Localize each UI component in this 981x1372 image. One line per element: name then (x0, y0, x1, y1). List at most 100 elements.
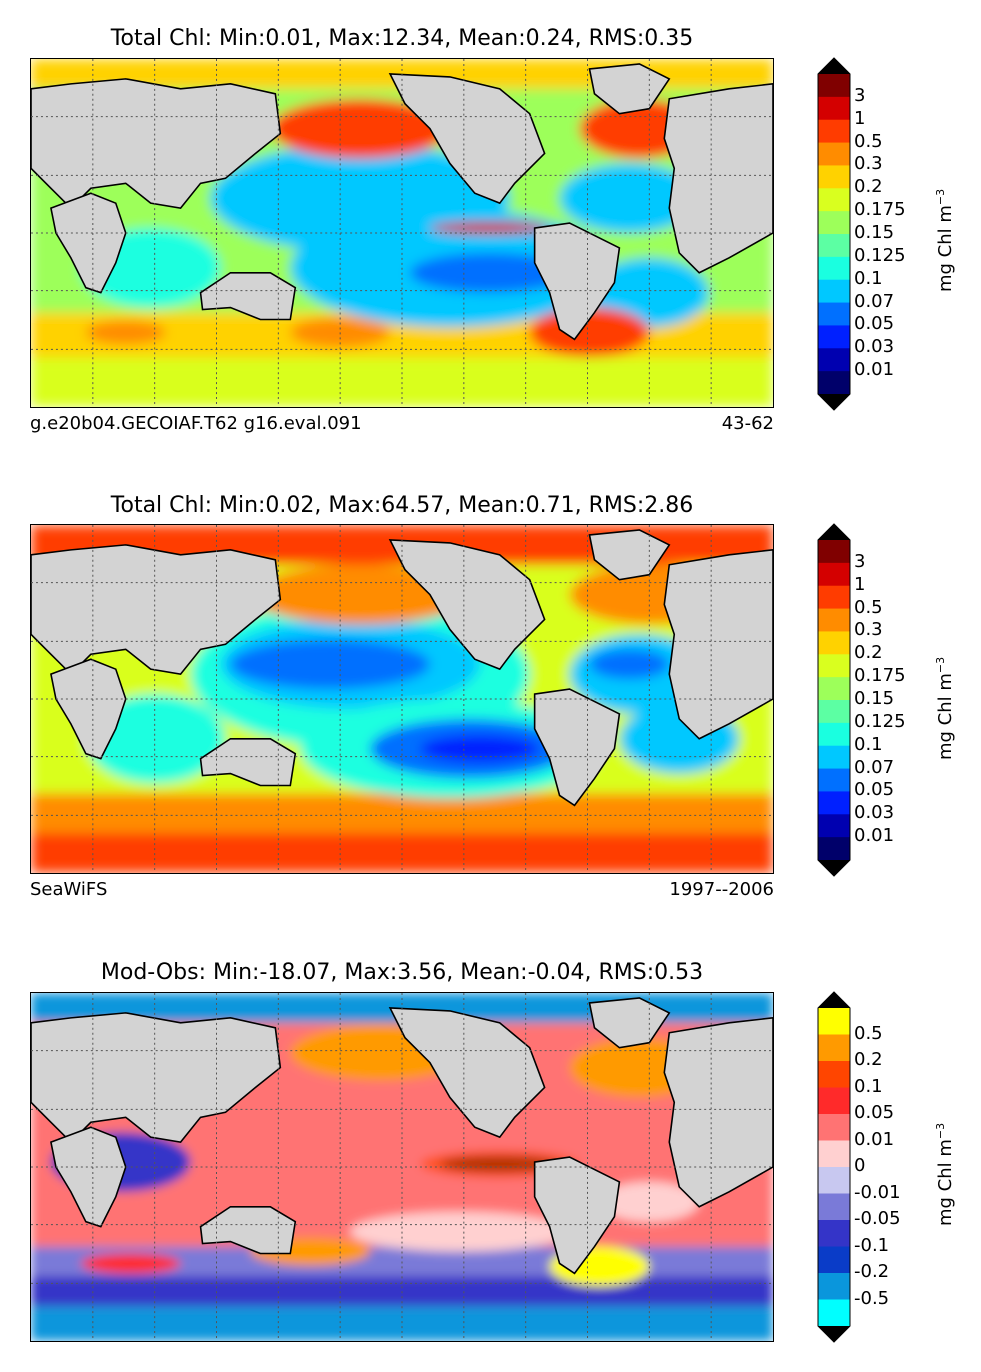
colorbar-segment (818, 791, 850, 815)
lat-lon-grid (31, 525, 773, 873)
colorbar-tick-label: -0.5 (854, 1287, 890, 1309)
colorbar-tick-label: 0.01 (854, 825, 895, 847)
colorbar-segment (818, 348, 850, 372)
colorbar-segment (818, 1273, 850, 1300)
colorbar-tick-label: 0.175 (854, 665, 906, 687)
colorbar-tick-label: 0.3 (854, 619, 883, 641)
colorbar-tick-label: 0.1 (854, 267, 883, 289)
colorbar-extend-bottom (818, 860, 850, 876)
colorbar-segment (818, 814, 850, 838)
colorbar-segment (818, 119, 850, 144)
panel-2-title: Total Chl: Min:0.02, Max:64.57, Mean:0.7… (110, 493, 694, 518)
colorbar-segment (818, 631, 850, 655)
panel-3-title: Mod-Obs: Min:-18.07, Max:3.56, Mean:-0.0… (100, 960, 704, 985)
colorbar-tick-label: 0.05 (854, 779, 895, 801)
colorbar-segment (818, 562, 850, 587)
colorbar-tick-label: 1 (854, 107, 866, 129)
colorbar-segment (818, 700, 850, 724)
colorbar-segment (818, 722, 850, 747)
panel-3-map (30, 992, 774, 1342)
colorbar-segment (818, 540, 850, 564)
colorbar-segment (818, 1140, 850, 1168)
colorbar-tick-label: 0.01 (854, 1128, 895, 1150)
colorbar-tick-label: 0.125 (854, 710, 906, 732)
colorbar-tick-label: 0.175 (854, 199, 906, 221)
panel-1-caption-left: g.e20b04.GECOIAF.T62 g16.eval.091 (30, 413, 362, 434)
colorbar-tick-label: -0.05 (854, 1208, 901, 1229)
colorbar-tick-label: 0.2 (854, 176, 883, 198)
colorbar-tick-label: -0.01 (854, 1181, 901, 1203)
colorbar-tick-label: 3 (854, 84, 866, 106)
panel-2-map (30, 524, 774, 874)
colorbar-tick-label: 3 (854, 550, 866, 572)
panel-1-colorbar (817, 57, 851, 411)
colorbar-segment (818, 768, 850, 792)
colorbar-segment (818, 745, 850, 770)
colorbar-segment (818, 1008, 850, 1035)
colorbar-tick-label: 0.03 (854, 336, 895, 358)
colorbar-segment (818, 1061, 850, 1088)
colorbar-segment (818, 371, 850, 395)
colorbar-segment (818, 677, 850, 701)
colorbar-segment (818, 211, 850, 235)
panel-1-title: Total Chl: Min:0.01, Max:12.34, Mean:0.2… (110, 26, 694, 51)
colorbar-segment (818, 1193, 850, 1221)
colorbar-segment (818, 837, 850, 861)
colorbar-tick-label: 0.15 (854, 688, 895, 709)
colorbar-segment (818, 1246, 850, 1274)
colorbar-graphic (817, 991, 851, 1343)
colorbar-tick-label: 0.07 (854, 756, 895, 778)
colorbar-segment (818, 1034, 850, 1062)
lat-lon-grid (31, 59, 773, 407)
colorbar-segment (818, 234, 850, 258)
panel-2-caption-right: 1997--2006 (669, 879, 774, 900)
colorbar-segment (818, 325, 850, 349)
colorbar-extend-top (818, 992, 850, 1008)
colorbar-tick-label: 0.125 (854, 244, 906, 266)
colorbar-outline (817, 523, 851, 877)
colorbar-graphic (817, 57, 851, 411)
colorbar-tick-label: 0 (854, 1155, 866, 1176)
panel-2-colorbar (817, 523, 851, 877)
colorbar-tick-label: 0.05 (854, 1102, 895, 1123)
colorbar-tick-label: 0.05 (854, 313, 895, 335)
colorbar-tick-label: 0.5 (854, 130, 883, 152)
colorbar-tick-label: -0.1 (854, 1234, 890, 1256)
colorbar-tick-label: 0.15 (854, 222, 895, 243)
colorbar-extend-top (818, 524, 850, 540)
colorbar-tick-label: -0.2 (854, 1261, 890, 1282)
colorbar-segment (818, 1167, 850, 1194)
colorbar-segment (818, 608, 850, 632)
colorbar-tick-label: 0.07 (854, 290, 895, 312)
colorbar-tick-label: 0.3 (854, 153, 883, 175)
colorbar-segment (818, 654, 850, 678)
colorbar-segment (818, 142, 850, 166)
landmasses (31, 997, 773, 1275)
colorbar-segment (818, 256, 850, 281)
colorbar-segment (818, 1087, 850, 1115)
colorbar-tick-label: 0.1 (854, 1075, 883, 1097)
colorbar-segment (818, 279, 850, 304)
colorbar-segment (818, 1114, 850, 1141)
colorbar-segment (818, 1220, 850, 1247)
landmasses (31, 529, 773, 807)
colorbar-tick-label: 0.2 (854, 642, 883, 664)
colorbar-tick-label: 0.01 (854, 359, 895, 381)
landmasses (31, 63, 773, 341)
lat-lon-grid (31, 993, 773, 1341)
colorbar-segment (818, 1299, 850, 1327)
panel-1-caption-right: 43-62 (721, 413, 774, 434)
colorbar-extend-top (818, 58, 850, 74)
colorbar-graphic (817, 523, 851, 877)
panel-3-colorbar (817, 991, 851, 1343)
colorbar-segment (818, 96, 850, 121)
colorbar-segment (818, 302, 850, 326)
colorbar-tick-label: 0.5 (854, 1022, 883, 1044)
colorbar-tick-label: 1 (854, 573, 866, 595)
colorbar-tick-label: 0.1 (854, 733, 883, 755)
colorbar-extend-bottom (818, 1326, 850, 1342)
colorbar-outline (817, 57, 851, 411)
colorbar-segment (818, 585, 850, 610)
colorbar-segment (818, 188, 850, 212)
colorbar-tick-label: 0.5 (854, 596, 883, 618)
